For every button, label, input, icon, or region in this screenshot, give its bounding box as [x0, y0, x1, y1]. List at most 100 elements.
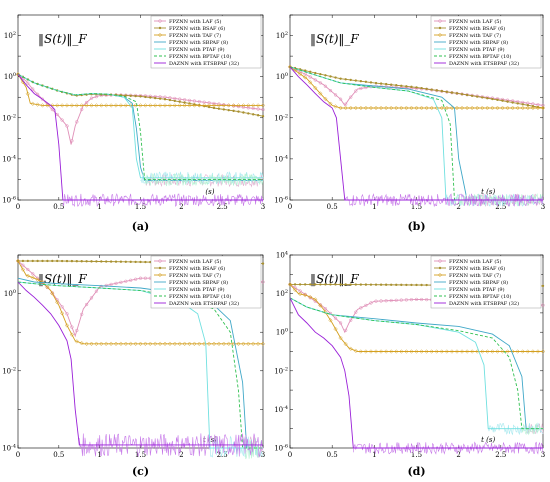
series-marker	[369, 81, 373, 84]
series-marker	[60, 118, 64, 122]
legend-marker	[158, 26, 162, 30]
series-marker	[313, 85, 318, 91]
x-tick-label: 2.5	[217, 203, 228, 211]
y-axis-label: ‖S(t)‖_F	[38, 272, 87, 286]
series-marker	[298, 283, 302, 286]
series-marker	[36, 259, 39, 263]
series-marker	[261, 107, 265, 112]
y-tick-label: 10-4	[2, 154, 16, 163]
series-marker	[211, 341, 217, 346]
series-marker	[344, 78, 347, 81]
series-marker	[251, 103, 256, 108]
legend-label: FPZNN with LAF (5)	[169, 258, 221, 265]
series-marker	[293, 286, 297, 290]
series-marker	[410, 283, 413, 287]
series-marker	[495, 349, 500, 354]
series-marker	[124, 94, 128, 97]
series-noise	[79, 433, 264, 458]
series-marker	[410, 85, 413, 89]
series-marker	[251, 341, 256, 346]
series-marker	[25, 91, 30, 96]
series-marker	[173, 99, 176, 103]
series-marker	[333, 326, 338, 332]
series-marker	[399, 298, 403, 302]
series-marker	[500, 349, 505, 354]
series-marker	[480, 105, 485, 111]
series-marker	[104, 341, 109, 346]
series-marker	[521, 103, 524, 106]
series-marker	[510, 105, 515, 111]
legend-marker	[438, 19, 442, 23]
x-tick-label: 1.5	[135, 451, 146, 459]
series-line	[17, 74, 263, 201]
series-marker	[95, 260, 98, 263]
series-marker	[323, 96, 328, 102]
series-marker	[319, 283, 322, 286]
series-marker	[84, 341, 89, 346]
series-marker	[419, 297, 424, 302]
series-marker	[143, 341, 148, 346]
series-marker	[143, 276, 148, 280]
x-tick-label: 2.5	[495, 203, 506, 211]
series-marker	[30, 275, 35, 280]
series-marker	[338, 97, 343, 101]
series-marker	[353, 348, 358, 353]
series-noise	[454, 193, 544, 208]
legend-label: DAZNN with ETSBPAF (32)	[449, 60, 519, 67]
series-marker	[75, 259, 79, 263]
series-marker	[354, 283, 357, 286]
series-marker	[80, 312, 84, 317]
series-marker	[454, 105, 460, 111]
legend-label: FPZNN with SBPAF (8)	[449, 279, 508, 286]
series-marker	[31, 272, 35, 276]
x-tick-label: 2	[179, 451, 183, 459]
series-marker	[177, 103, 182, 108]
y-tick-label: 10-2	[2, 366, 16, 375]
series-marker	[287, 64, 293, 70]
series-marker	[383, 105, 389, 111]
y-tick-label: 100	[4, 289, 16, 298]
series-marker	[256, 114, 260, 117]
series-marker	[348, 346, 353, 351]
panel-d: 0 0.5 1 1.5 2 2.5 3 10-6 10-4 10-2 100 102 104 ‖S(t)‖…	[274, 251, 545, 479]
series-marker	[144, 260, 147, 264]
series-marker	[55, 103, 60, 108]
series-marker	[415, 86, 418, 89]
legend-label: FPZNN with LAF (5)	[449, 258, 501, 265]
series-marker	[221, 103, 226, 108]
series-marker	[390, 283, 393, 286]
series-marker	[158, 97, 162, 100]
series-marker	[359, 86, 363, 91]
x-axis-label: (s)	[205, 188, 214, 196]
series-marker	[128, 341, 133, 346]
series-marker	[197, 341, 202, 346]
series-marker	[354, 89, 358, 93]
x-tick-label: 1.5	[411, 451, 422, 459]
series-marker	[369, 283, 373, 286]
series-marker	[21, 263, 25, 267]
series-marker	[348, 105, 353, 111]
series-marker	[99, 103, 104, 108]
series-marker	[292, 287, 298, 293]
series-marker	[329, 75, 332, 78]
series-marker	[231, 103, 236, 108]
series-marker	[64, 103, 70, 108]
series-marker	[309, 283, 312, 286]
x-tick-label: 0.5	[327, 451, 338, 459]
series-marker	[232, 109, 235, 113]
series-marker	[197, 103, 202, 108]
series-marker	[134, 94, 137, 98]
series-marker	[485, 105, 490, 111]
series-marker	[389, 105, 394, 111]
series-marker	[439, 105, 444, 111]
series-noise	[487, 422, 544, 436]
series-marker	[56, 259, 59, 263]
series-marker	[500, 105, 505, 111]
series-marker	[308, 75, 312, 79]
series-marker	[358, 349, 363, 354]
series-marker	[227, 108, 230, 112]
series-marker	[124, 279, 128, 283]
series-marker	[373, 349, 379, 354]
series-marker	[109, 260, 113, 263]
